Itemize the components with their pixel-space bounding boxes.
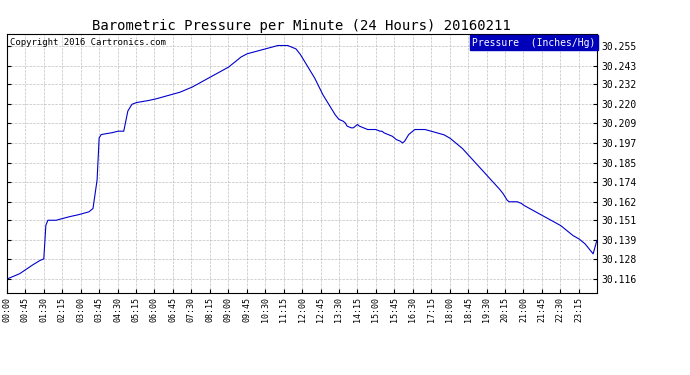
Text: Copyright 2016 Cartronics.com: Copyright 2016 Cartronics.com <box>10 38 166 46</box>
Text: Pressure  (Inches/Hg): Pressure (Inches/Hg) <box>472 38 595 48</box>
Title: Barometric Pressure per Minute (24 Hours) 20160211: Barometric Pressure per Minute (24 Hours… <box>92 19 511 33</box>
